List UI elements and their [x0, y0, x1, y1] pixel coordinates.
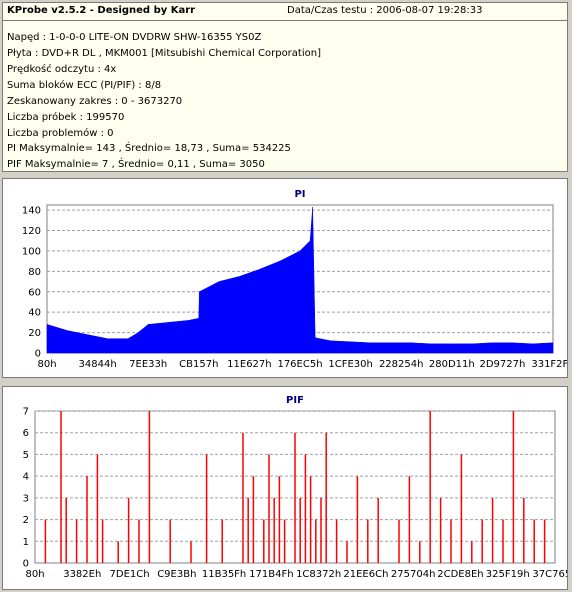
pif-x-tick-label: 325F19h — [486, 569, 530, 580]
pi-x-tick-label: 331F2Fh — [531, 359, 567, 370]
info-panel: KProbe v2.5.2 - Designed by Karr Data/Cz… — [2, 2, 568, 172]
pif-y-tick-label: 3 — [23, 493, 29, 504]
pif-y-tick-label: 7 — [23, 407, 29, 418]
pi-y-tick-label: 60 — [28, 287, 41, 298]
pif-chart-panel: PIF 0 1 2 3 4 5 6 7 80h 3382Eh 7DE1Ch C9E3Bh 11B35Fh 1… — [2, 386, 572, 590]
read-speed: Prędkość odczytu : 4x — [7, 64, 117, 75]
pif-x-tick-label: 80h — [25, 569, 44, 580]
pi-x-tick-label: 7EE33h — [129, 359, 167, 370]
pi-y-tick-label: 100 — [22, 246, 41, 257]
pi-x-tick-label: 2D9727h — [479, 359, 525, 370]
pi-x-tick-label: 176EC5h — [277, 359, 322, 370]
sample-count: Liczba próbek : 199570 — [7, 112, 125, 123]
pif-y-tick-label: 2 — [23, 515, 29, 526]
scan-range: Zeskanowany zakres : 0 - 3673270 — [7, 96, 183, 107]
pi-y-tick-label: 120 — [22, 226, 41, 237]
pi-x-tick-label: CB157h — [179, 359, 218, 370]
pif-x-tick-label: 3382Eh — [63, 569, 101, 580]
pif-chart-title: PIF — [286, 395, 304, 406]
pi-series-area — [46, 207, 554, 354]
pif-x-tick-label: 171B4Fh — [249, 569, 293, 580]
pi-x-tick-label: 80h — [37, 359, 56, 370]
pif-x-tick-label: 11B35Fh — [202, 569, 246, 580]
pif-x-tick-label: 1C8372h — [296, 569, 341, 580]
pif-x-tick-label: 7DE1Ch — [110, 569, 150, 580]
pif-y-tick-label: 5 — [23, 450, 29, 461]
ecc-blocks: Suma bloków ECC (PI/PIF) : 8/8 — [7, 80, 162, 91]
pi-summary: PI Maksymalnie= 143 , Średnio= 18,73 , S… — [7, 143, 291, 154]
pi-x-tick-label: 280D11h — [429, 359, 475, 370]
pi-y-tick-label: 20 — [28, 328, 41, 339]
problem-count: Liczba problemów : 0 — [7, 128, 114, 139]
app-title: KProbe v2.5.2 - Designed by Karr — [7, 5, 196, 16]
pi-x-tick-label: 34844h — [79, 359, 117, 370]
pif-y-tick-label: 0 — [23, 559, 29, 570]
pi-x-tick-label: 1CFE30h — [328, 359, 372, 370]
pif-x-tick-label: 37C765h — [532, 569, 567, 580]
pif-x-tick-label: 2CDE8Eh — [437, 569, 483, 580]
pif-x-tick-label: 21EE6Ch — [343, 569, 388, 580]
pi-y-tick-label: 80 — [28, 267, 41, 278]
pif-y-tick-label: 4 — [23, 472, 29, 483]
pif-x-tick-label: 275704h — [391, 569, 436, 580]
pif-y-tick-label: 6 — [23, 428, 29, 439]
pi-x-tick-label: 228254h — [379, 359, 424, 370]
pi-x-tick-label: 11E627h — [227, 359, 271, 370]
test-datetime: Data/Czas testu : 2006-08-07 19:28:33 — [287, 5, 483, 16]
pif-y-tick-label: 1 — [23, 537, 29, 548]
divider — [3, 20, 567, 21]
pif-x-tick-label: C9E3Bh — [157, 569, 196, 580]
pif-summary: PIF Maksymalnie= 7 , Średnio= 0,11 , Sum… — [7, 159, 265, 170]
pi-chart-panel: PI 0 20 40 60 80 100 120 140 80h 34844h 7EE33h CB157… — [2, 178, 572, 378]
pi-chart-title: PI — [294, 189, 305, 200]
pi-y-tick-label: 40 — [28, 308, 41, 319]
disc-info: Płyta : DVD+R DL , MKM001 [Mitsubishi Ch… — [7, 48, 321, 59]
pi-chart: PI 0 20 40 60 80 100 120 140 80h 34844h 7EE33h CB157… — [22, 189, 572, 370]
pi-y-tick-label: 140 — [22, 206, 41, 217]
drive-info: Napęd : 1-0-0-0 LITE-ON DVDRW SHW-16355 … — [7, 32, 262, 43]
pi-y-tick-label: 0 — [35, 349, 41, 360]
